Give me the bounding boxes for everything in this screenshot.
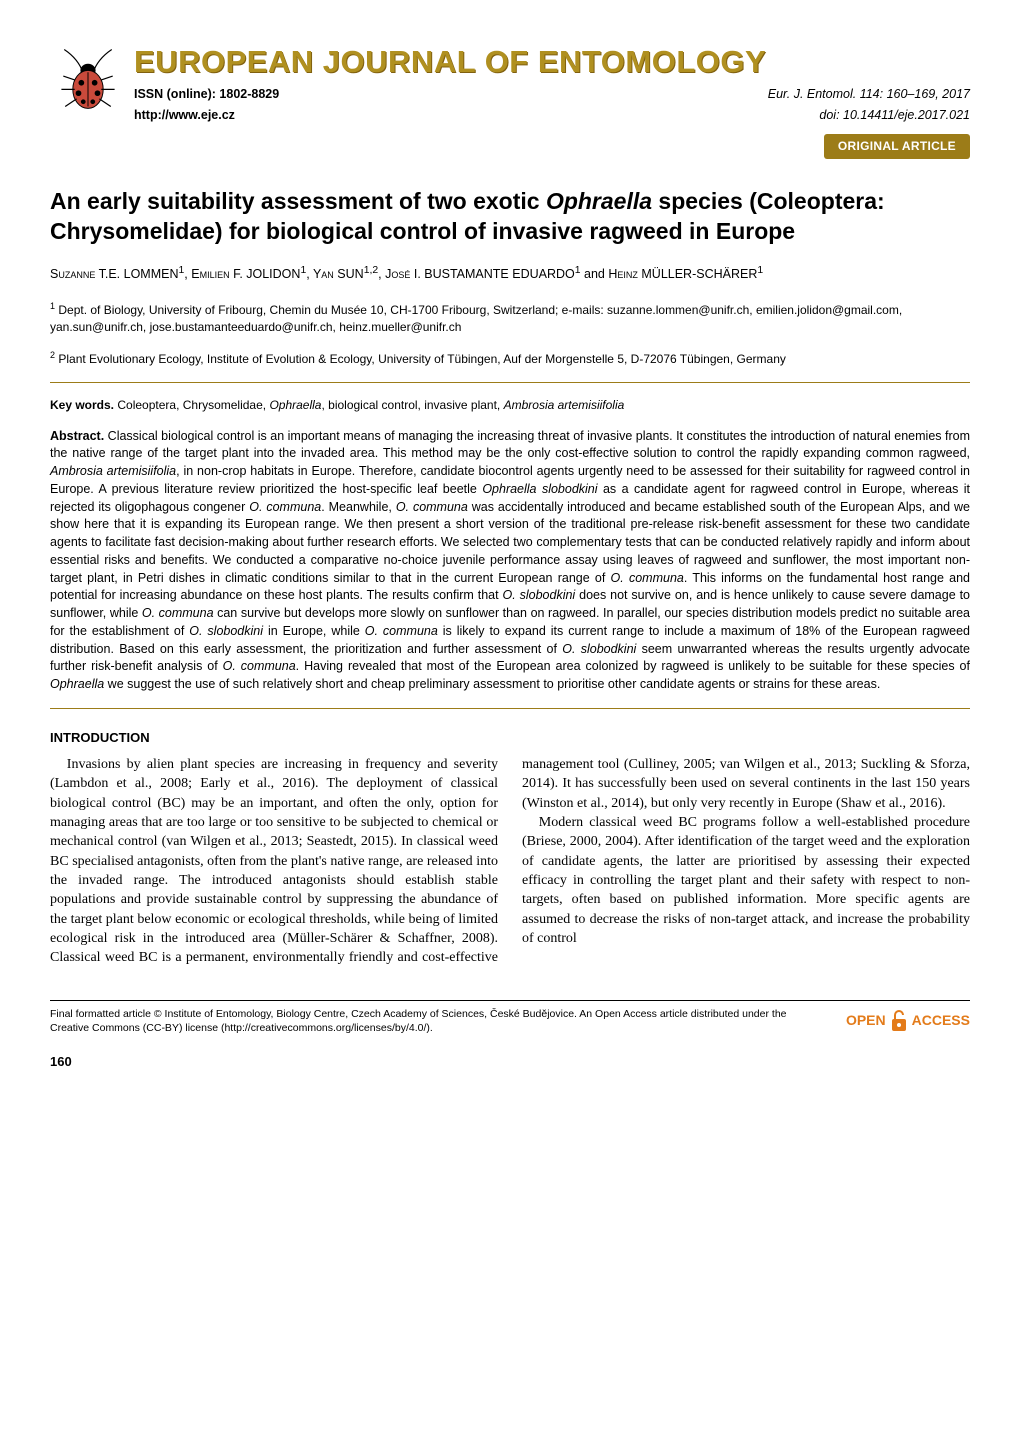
page-number: 160 <box>50 1053 970 1071</box>
journal-meta: EUROPEAN JOURNAL OF ENTOMOLOGY ISSN (onl… <box>134 40 970 159</box>
abstract: Abstract. Classical biological control i… <box>50 428 970 694</box>
journal-name: EUROPEAN JOURNAL OF ENTOMOLOGY <box>134 40 970 83</box>
page-footer: Final formatted article © Institute of E… <box>50 1000 970 1035</box>
article-type-badge: ORIGINAL ARTICLE <box>824 134 970 159</box>
affiliation-2: 2 Plant Evolutionary Ecology, Institute … <box>50 349 970 368</box>
issn-label: ISSN (online): 1802-8829 <box>134 86 279 104</box>
body-columns: Invasions by alien plant species are inc… <box>50 755 970 967</box>
oa-access: ACCESS <box>912 1011 970 1031</box>
rule-top <box>50 382 970 383</box>
authors-line: Suzanne T.E. LOMMEN1, Emilien F. JOLIDON… <box>50 264 970 284</box>
body-para-2: Modern classical weed BC programs follow… <box>522 813 970 948</box>
keywords: Key words. Coleoptera, Chrysomelidae, Op… <box>50 397 970 414</box>
open-lock-icon <box>890 1009 908 1033</box>
open-access-badge: OPEN ACCESS <box>846 1009 970 1033</box>
journal-meta-row-1: ISSN (online): 1802-8829 Eur. J. Entomol… <box>134 86 970 104</box>
journal-header: EUROPEAN JOURNAL OF ENTOMOLOGY ISSN (onl… <box>50 40 970 159</box>
journal-meta-row-2: http://www.eje.cz doi: 10.14411/eje.2017… <box>134 107 970 125</box>
affiliation-1: 1 Dept. of Biology, University of Fribou… <box>50 300 970 337</box>
footer-license-text: Final formatted article © Institute of E… <box>50 1007 810 1035</box>
introduction-heading: INTRODUCTION <box>50 729 970 747</box>
journal-url: http://www.eje.cz <box>134 107 235 125</box>
beetle-icon <box>50 40 126 116</box>
journal-doi: doi: 10.14411/eje.2017.021 <box>819 107 970 125</box>
logo-title-row: EUROPEAN JOURNAL OF ENTOMOLOGY ISSN (onl… <box>50 40 970 159</box>
article-title: An early suitability assessment of two e… <box>50 187 970 246</box>
rule-bottom <box>50 708 970 709</box>
oa-open: OPEN <box>846 1011 886 1031</box>
journal-citation: Eur. J. Entomol. 114: 160–169, 2017 <box>768 86 970 104</box>
